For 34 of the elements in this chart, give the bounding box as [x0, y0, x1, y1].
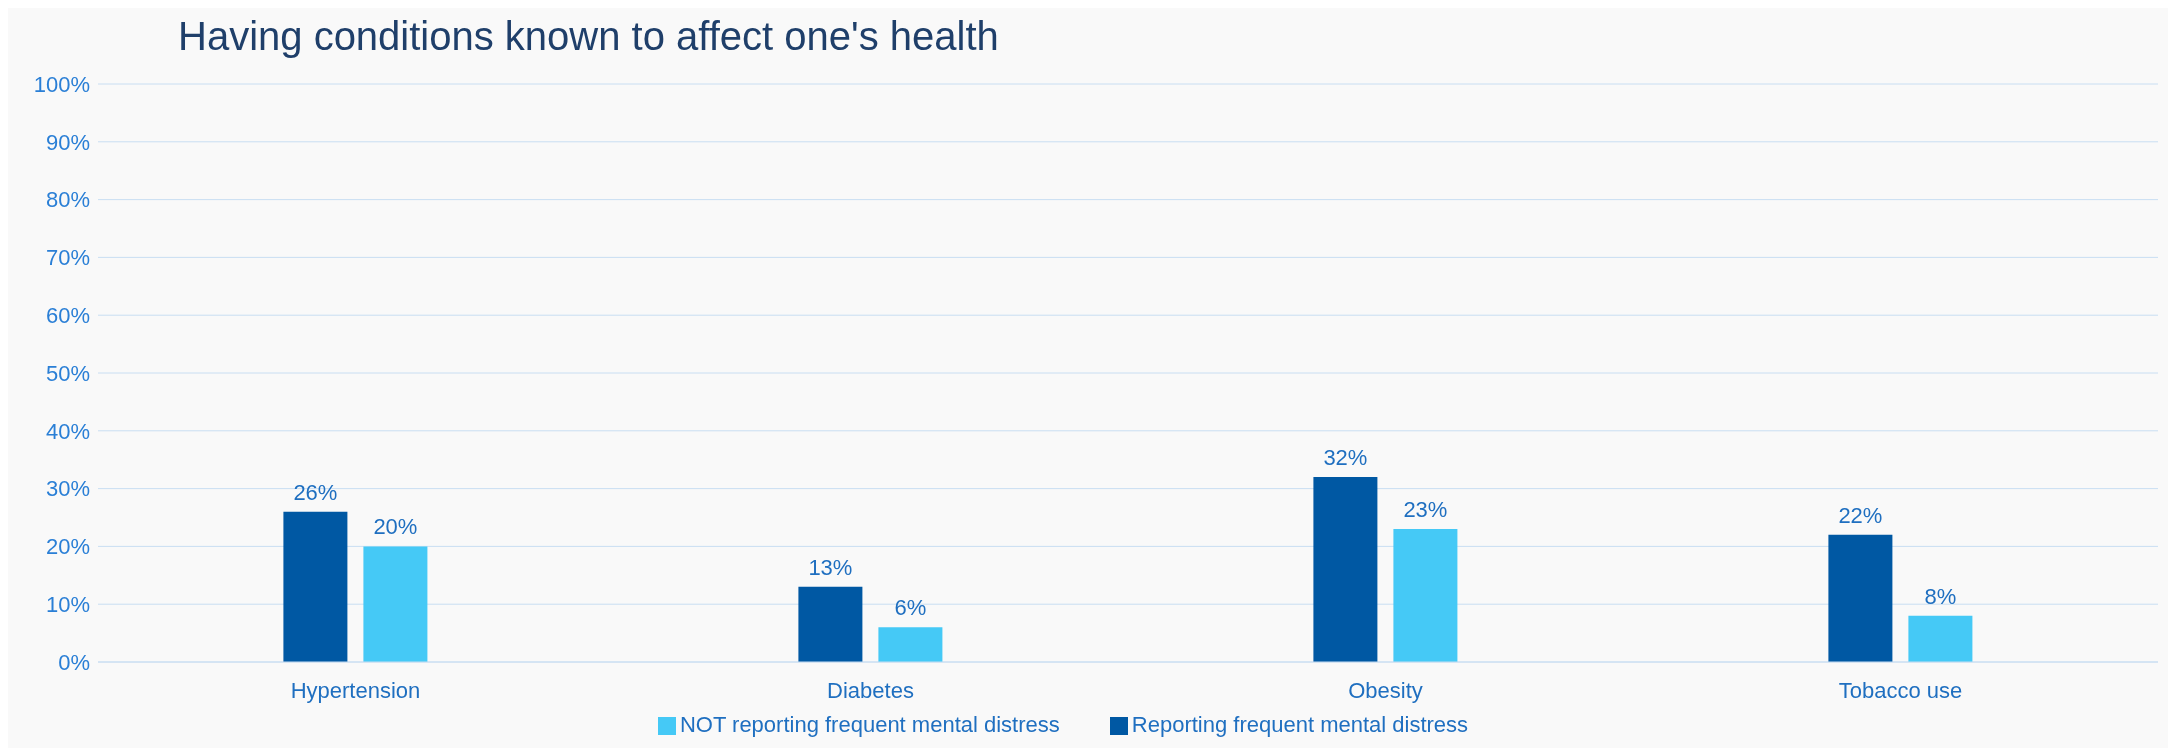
data-label: 23%: [1403, 497, 1448, 523]
bar: [1313, 477, 1378, 662]
y-tick-label: 0%: [58, 649, 90, 675]
bar: [798, 586, 863, 662]
bar: [283, 511, 348, 662]
data-label: 32%: [1323, 445, 1368, 471]
legend-label: NOT reporting frequent mental distress: [679, 712, 1060, 737]
bar: [878, 627, 943, 662]
bar: [1908, 615, 1973, 662]
y-tick-label: 70%: [45, 245, 90, 271]
y-tick-label: 50%: [45, 360, 90, 386]
x-tick-label: Obesity: [1348, 677, 1423, 703]
bar: [363, 546, 428, 662]
legend-label: Reporting frequent mental distress: [1131, 712, 1469, 737]
y-tick-label: 10%: [45, 592, 90, 618]
y-tick-label: 100%: [33, 71, 90, 97]
x-tick-label: Tobacco use: [1838, 677, 1963, 703]
data-label: 8%: [1924, 583, 1957, 609]
y-tick-label: 90%: [45, 129, 90, 155]
data-label: 20%: [373, 514, 418, 540]
y-tick-label: 30%: [45, 476, 90, 502]
x-tick-label: Diabetes: [827, 677, 914, 703]
y-tick-label: 20%: [45, 534, 90, 560]
data-label: 13%: [808, 554, 853, 580]
x-tick-label: Hypertension: [290, 677, 421, 703]
y-tick-label: 60%: [45, 303, 90, 329]
y-tick-label: 40%: [45, 418, 90, 444]
y-tick-label: 80%: [45, 187, 90, 213]
data-label: 22%: [1838, 502, 1883, 528]
data-label: 26%: [293, 479, 338, 505]
bar: [1393, 529, 1458, 662]
bar: [1828, 534, 1893, 662]
chart-title: Having conditions known to affect one's health: [177, 13, 1000, 60]
data-label: 6%: [894, 595, 927, 621]
